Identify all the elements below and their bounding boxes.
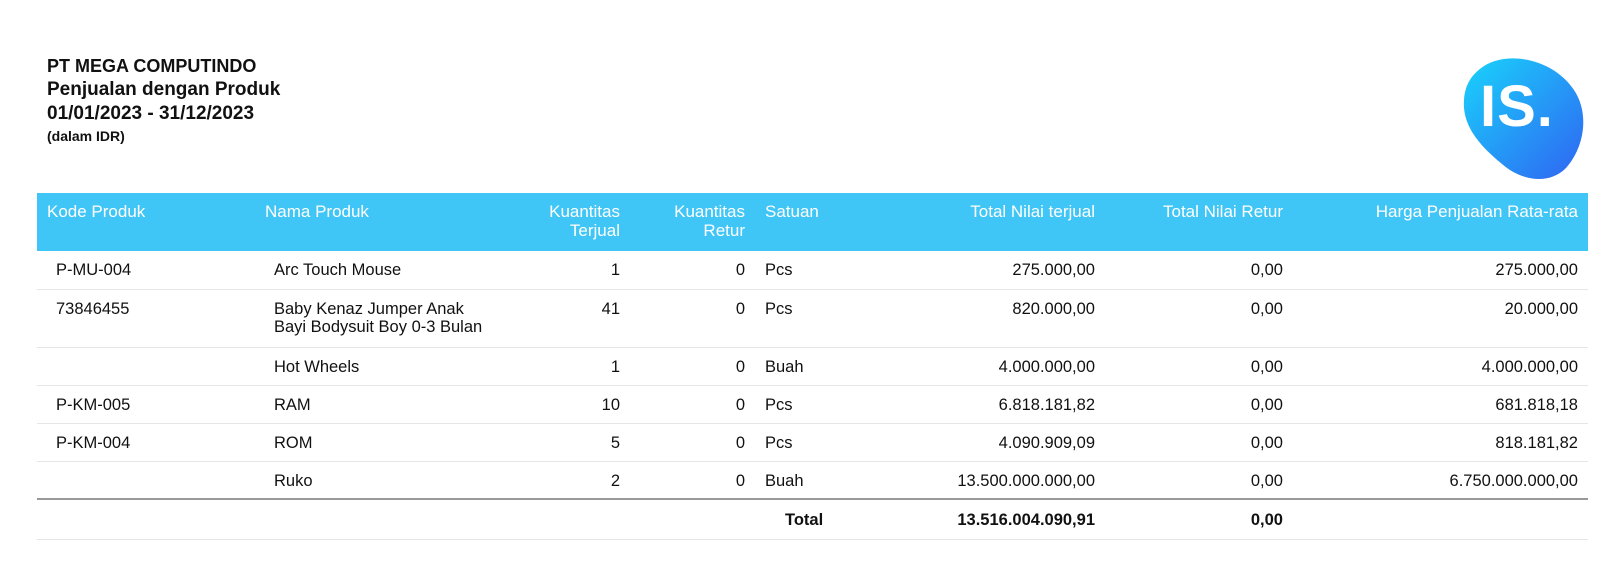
total-empty-cell <box>37 499 255 540</box>
company-name: PT MEGA COMPUTINDO <box>47 56 257 76</box>
qty-return: 0 <box>630 461 755 500</box>
product-code: P-MU-004 <box>37 251 255 290</box>
col-header-total-return: Total Nilai Retur <box>1105 193 1293 251</box>
unit: Buah <box>755 461 860 500</box>
qty-sold: 5 <box>505 423 630 462</box>
table-row: Ruko 2 0 Buah 13.500.000.000,00 0,00 6.7… <box>37 461 1588 500</box>
total-empty-cell <box>630 499 755 540</box>
unit: Buah <box>755 347 860 386</box>
avg-price: 4.000.000,00 <box>1293 347 1588 386</box>
total-empty-cell <box>1293 499 1588 540</box>
logo-text: IS. <box>1480 74 1554 139</box>
table-row: P-MU-004 Arc Touch Mouse 1 0 Pcs 275.000… <box>37 251 1588 290</box>
col-header-qty-return: Kuantitas Retur <box>630 193 755 251</box>
product-name: RAM <box>255 385 505 424</box>
product-code: P-KM-005 <box>37 385 255 424</box>
col-header-name: Nama Produk <box>255 193 505 251</box>
avg-price: 818.181,82 <box>1293 423 1588 462</box>
col-header-avg-price: Harga Penjualan Rata-rata <box>1293 193 1588 251</box>
total-sold: 275.000,00 <box>860 251 1105 290</box>
grand-total-return: 0,00 <box>1105 499 1293 540</box>
unit: Pcs <box>755 423 860 462</box>
col-header-qty-sold-line2: Terjual <box>569 220 620 240</box>
total-sold: 6.818.181,82 <box>860 385 1105 424</box>
logo-blob-icon <box>1463 58 1584 180</box>
qty-sold: 1 <box>505 347 630 386</box>
qty-sold: 1 <box>505 251 630 290</box>
avg-price: 275.000,00 <box>1293 251 1588 290</box>
product-name: Baby Kenaz Jumper Anak Bayi Bodysuit Boy… <box>255 289 505 348</box>
avg-price: 681.818,18 <box>1293 385 1588 424</box>
table-row: P-KM-005 RAM 10 0 Pcs 6.818.181,82 0,00 … <box>37 385 1588 424</box>
total-return: 0,00 <box>1105 251 1293 290</box>
product-name: ROM <box>255 423 505 462</box>
qty-return: 0 <box>630 251 755 290</box>
total-row: Total 13.516.004.090,91 0,00 <box>37 499 1588 540</box>
currency-note: (dalam IDR) <box>47 128 125 145</box>
product-name: Arc Touch Mouse <box>255 251 505 290</box>
product-code <box>37 347 255 386</box>
total-sold: 820.000,00 <box>860 289 1105 348</box>
col-header-qty-sold: Kuantitas Terjual <box>505 193 630 251</box>
col-header-qty-return-line1: Kuantitas <box>674 202 745 221</box>
unit: Pcs <box>755 251 860 290</box>
total-sold: 4.000.000,00 <box>860 347 1105 386</box>
table-row: 73846455 Baby Kenaz Jumper Anak Bayi Bod… <box>37 289 1588 348</box>
report-period: 01/01/2023 - 31/12/2023 <box>47 102 255 124</box>
total-return: 0,00 <box>1105 347 1293 386</box>
table-row: P-KM-004 ROM 5 0 Pcs 4.090.909,09 0,00 8… <box>37 423 1588 462</box>
grand-total-sold: 13.516.004.090,91 <box>860 499 1105 540</box>
report-header: PT MEGA COMPUTINDO Penjualan dengan Prod… <box>47 56 280 144</box>
total-empty-cell <box>505 499 630 540</box>
total-return: 0,00 <box>1105 385 1293 424</box>
product-code: P-KM-004 <box>37 423 255 462</box>
qty-return: 0 <box>630 423 755 462</box>
product-name: Hot Wheels <box>255 347 505 386</box>
total-empty-cell <box>255 499 505 540</box>
qty-sold: 2 <box>505 461 630 500</box>
total-sold: 13.500.000.000,00 <box>860 461 1105 500</box>
total-return: 0,00 <box>1105 423 1293 462</box>
total-return: 0,00 <box>1105 289 1293 348</box>
product-name-line2: Bayi Bodysuit Boy 0-3 Bulan <box>274 317 483 336</box>
total-return: 0,00 <box>1105 461 1293 500</box>
report-title: Penjualan dengan Produk <box>47 78 281 100</box>
col-header-qty-return-line2: Retur <box>703 220 745 240</box>
qty-return: 0 <box>630 289 755 348</box>
product-name-line1: Baby Kenaz Jumper Anak <box>274 299 464 318</box>
qty-sold: 41 <box>505 289 630 348</box>
table-row: Hot Wheels 1 0 Buah 4.000.000,00 0,00 4.… <box>37 347 1588 386</box>
total-label: Total <box>755 499 860 540</box>
table-header-row: Kode Produk Nama Produk Kuantitas Terjua… <box>37 193 1588 251</box>
product-code: 73846455 <box>37 289 255 348</box>
col-header-code: Kode Produk <box>37 193 255 251</box>
unit: Pcs <box>755 289 860 348</box>
col-header-total-sold: Total Nilai terjual <box>860 193 1105 251</box>
avg-price: 20.000,00 <box>1293 289 1588 348</box>
col-header-qty-sold-line1: Kuantitas <box>549 202 620 221</box>
company-logo: IS. <box>1462 56 1586 184</box>
product-name: Ruko <box>255 461 505 500</box>
unit: Pcs <box>755 385 860 424</box>
qty-return: 0 <box>630 347 755 386</box>
product-code <box>37 461 255 500</box>
avg-price: 6.750.000.000,00 <box>1293 461 1588 500</box>
qty-sold: 10 <box>505 385 630 424</box>
col-header-unit: Satuan <box>755 193 860 251</box>
sales-by-product-table: Kode Produk Nama Produk Kuantitas Terjua… <box>37 193 1588 540</box>
total-sold: 4.090.909,09 <box>860 423 1105 462</box>
qty-return: 0 <box>630 385 755 424</box>
